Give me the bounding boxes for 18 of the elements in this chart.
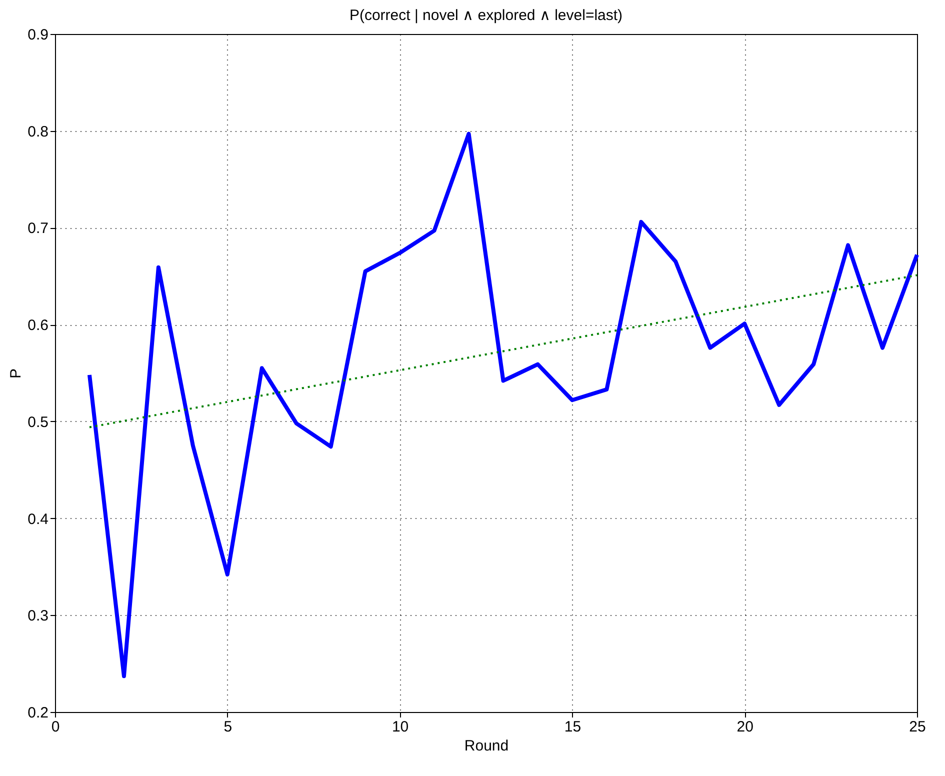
- y-tick-label: 0.4: [28, 510, 48, 528]
- y-tick-label: 0.9: [28, 26, 48, 44]
- x-tick-label: 25: [909, 718, 926, 736]
- y-tick-label: 0.6: [28, 317, 48, 334]
- y-tick-label: 0.7: [28, 220, 48, 238]
- x-tick-label: 20: [736, 718, 754, 736]
- x-tick-label: 10: [392, 718, 409, 736]
- line-series: [87, 132, 919, 678]
- x-tick-label: 15: [564, 718, 582, 736]
- x-tick-label: 0: [51, 718, 60, 736]
- chart-title: P(correct | novel ∧ explored ∧ level=last): [349, 7, 623, 24]
- y-tick-label: 0.8: [28, 123, 48, 140]
- x-tick-label: 5: [224, 718, 232, 736]
- y-tick-label: 0.2: [28, 704, 48, 722]
- y-tick-label: 0.5: [28, 414, 48, 431]
- y-axis-title: P: [8, 368, 25, 379]
- y-tick-label: 0.3: [28, 608, 48, 625]
- x-axis-title: Round: [464, 738, 509, 754]
